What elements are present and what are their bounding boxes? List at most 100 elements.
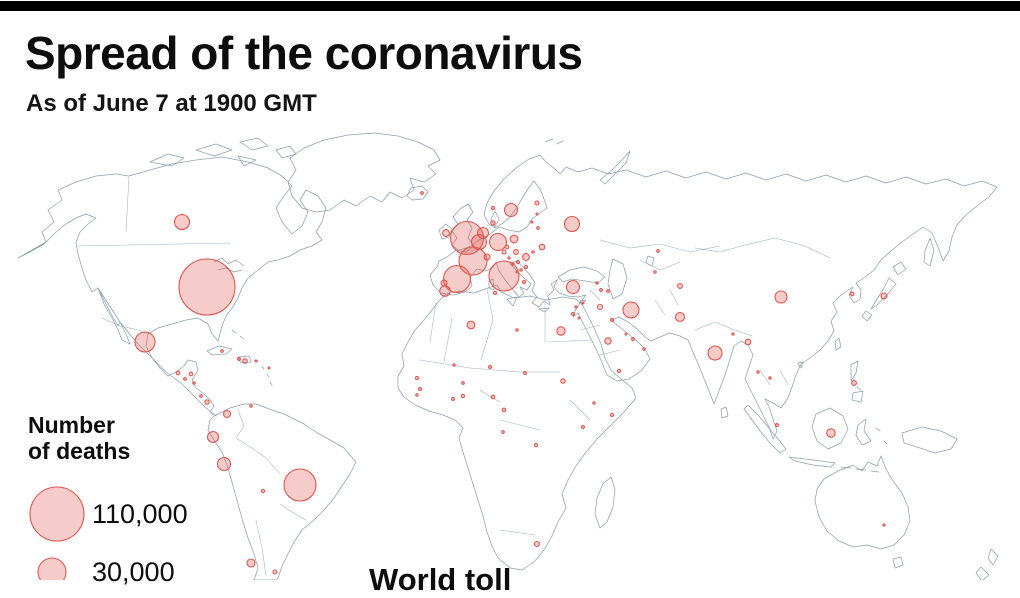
bubble-qatar bbox=[624, 332, 628, 336]
bubble-jordan bbox=[577, 316, 581, 320]
bubble-el-salvador bbox=[183, 377, 187, 381]
bubble-japan bbox=[880, 292, 888, 300]
bubble-dr-congo bbox=[533, 442, 539, 448]
bubble-haiti bbox=[237, 357, 241, 361]
bubble-burkina-faso bbox=[461, 381, 465, 385]
bubble-argentina bbox=[272, 569, 278, 575]
bubble-yemen bbox=[616, 368, 622, 374]
bubble-senegal bbox=[414, 375, 420, 381]
bubble-costa-rica bbox=[199, 394, 203, 398]
bubble-kuwait bbox=[609, 317, 615, 323]
bubble-puerto-rico bbox=[254, 359, 258, 363]
bubble-ecuador bbox=[206, 430, 220, 444]
bubble-sweden bbox=[503, 202, 519, 218]
bubble-armenia bbox=[599, 288, 603, 292]
bubble-cameroon bbox=[501, 407, 507, 413]
legend-bubbles bbox=[29, 486, 85, 580]
bubble-china bbox=[774, 290, 788, 304]
bubble-israel bbox=[570, 311, 576, 317]
bubble-morocco bbox=[439, 285, 451, 297]
bubble-ghana bbox=[460, 393, 466, 399]
bubble-croatia bbox=[507, 256, 511, 260]
bubble-egypt bbox=[556, 326, 566, 336]
bubble-somalia bbox=[609, 412, 615, 418]
legend-heading-line1: Number bbox=[28, 412, 115, 438]
bubble-philippines bbox=[851, 380, 857, 386]
bubble-lithuania bbox=[530, 220, 534, 224]
bubble-denmark bbox=[490, 220, 496, 226]
bubble-peru bbox=[216, 456, 232, 472]
bubble-spain bbox=[442, 264, 472, 294]
bubble-kazakhstan bbox=[656, 249, 660, 253]
bubble-chad bbox=[523, 371, 527, 375]
bubble-chile bbox=[246, 558, 256, 568]
bubble-niger bbox=[488, 365, 492, 369]
bubble-afghanistan bbox=[677, 283, 683, 289]
bubble-nicaragua bbox=[192, 381, 196, 385]
bubble-italy bbox=[488, 260, 520, 292]
bubble-lebanon bbox=[574, 305, 578, 309]
bubble-poland bbox=[509, 234, 519, 244]
bubble-mali bbox=[452, 363, 456, 367]
bubble-russia bbox=[563, 215, 581, 233]
bubble-malaysia bbox=[775, 423, 779, 427]
legend-heading-line2: of deaths bbox=[28, 437, 131, 464]
bubble-ethiopia bbox=[592, 401, 596, 405]
continent-outlines bbox=[17, 132, 999, 580]
legend-heading: Number of deaths bbox=[28, 412, 131, 465]
legend-value-30000: 30,000 bbox=[92, 557, 175, 587]
bubble-south-korea bbox=[849, 291, 855, 297]
bubble-uzbekistan bbox=[653, 270, 657, 274]
bubble-finland bbox=[534, 200, 540, 206]
bubble-nepal bbox=[731, 332, 735, 336]
bubble-ukraine bbox=[538, 243, 546, 251]
legend-circle-0 bbox=[29, 486, 85, 542]
bubble-nigeria bbox=[490, 394, 496, 400]
world-toll-heading: World toll bbox=[369, 562, 512, 597]
bubble-guinea bbox=[417, 386, 423, 392]
bubble-myanmar bbox=[756, 370, 760, 374]
bubble-guatemala bbox=[175, 370, 181, 376]
bubble-colombia bbox=[222, 409, 232, 419]
bubble-greece bbox=[521, 279, 527, 285]
legend-value-110000: 110,000 bbox=[92, 499, 188, 529]
bubble-czech-republic bbox=[504, 244, 510, 250]
bubble-iran bbox=[622, 301, 640, 319]
bubble-hungary bbox=[513, 249, 519, 255]
bubble-north-macedonia bbox=[519, 268, 523, 272]
bubble-tunisia bbox=[492, 290, 498, 296]
bubble-netherlands bbox=[476, 226, 490, 240]
bubble-iraq bbox=[596, 303, 604, 311]
bubble-moldova bbox=[531, 250, 535, 254]
bubble-bolivia bbox=[260, 488, 266, 494]
bubble-azerbaijan bbox=[606, 289, 610, 293]
bubble-venezuela bbox=[249, 404, 253, 408]
bubble-ireland bbox=[442, 229, 450, 237]
bubble-indonesia bbox=[826, 428, 836, 438]
bubble-austria bbox=[501, 249, 507, 255]
bubble-romania bbox=[522, 253, 530, 261]
bubble-norway bbox=[490, 205, 496, 211]
bubble-kenya bbox=[581, 425, 585, 429]
bubble-ivory-coast bbox=[451, 397, 455, 401]
bubble-bulgaria bbox=[523, 264, 529, 270]
bubble-dominican-republic bbox=[242, 358, 248, 364]
bubble-sudan bbox=[560, 378, 566, 384]
bubble-libya bbox=[515, 328, 519, 332]
page-title: Spread of the coronavirus bbox=[25, 27, 583, 79]
bubble-saudi-arabia bbox=[604, 337, 612, 345]
bubble-georgia bbox=[595, 281, 599, 285]
bubble-guadeloupe bbox=[267, 366, 271, 370]
bubble-panama bbox=[204, 399, 210, 405]
bubble-pakistan bbox=[674, 311, 686, 323]
bubble-united-arab-emirates bbox=[631, 337, 635, 341]
bubble-thailand bbox=[768, 376, 772, 380]
bubble-serbia bbox=[515, 259, 521, 265]
bubble-cuba bbox=[220, 349, 224, 353]
bubble-oman bbox=[642, 347, 646, 351]
bubble-sierra-leone bbox=[415, 393, 419, 397]
bubble-turkey bbox=[565, 279, 581, 295]
bubble-syria bbox=[581, 301, 585, 305]
bubble-canada bbox=[173, 213, 191, 231]
bubble-algeria bbox=[466, 320, 476, 330]
